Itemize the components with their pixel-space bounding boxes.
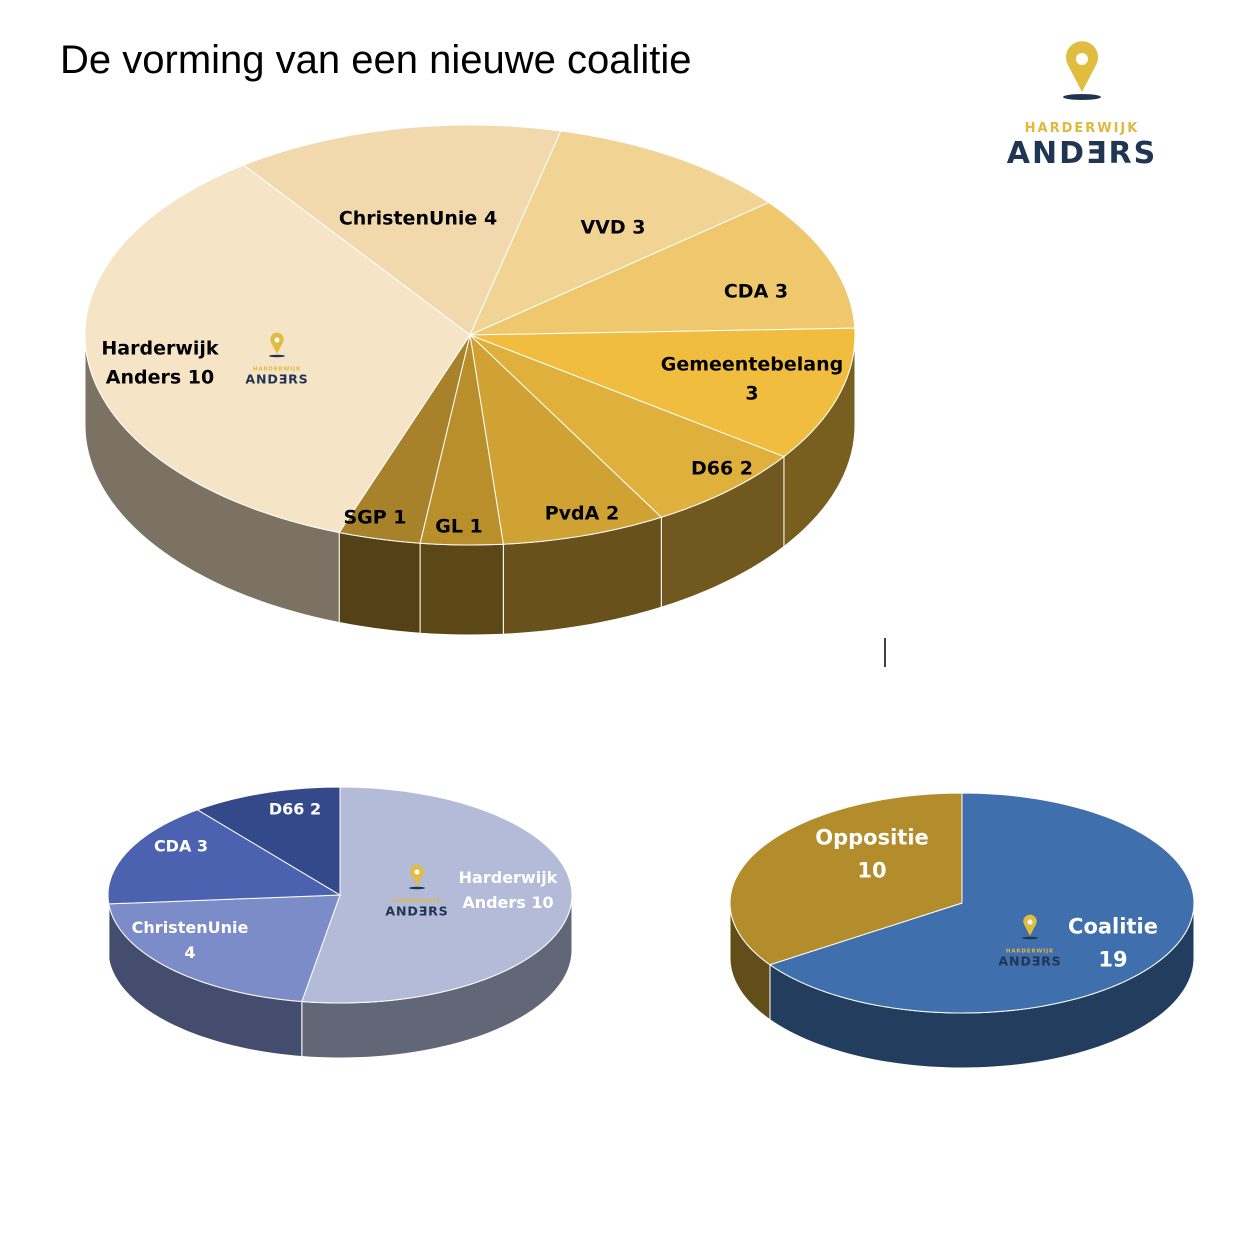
pie-slice	[768, 792, 1195, 1014]
slice-name: Harderwijk Anders	[101, 337, 219, 389]
slice-label: VVD 3	[553, 213, 673, 242]
slice-name: Gemeentebelang	[660, 353, 844, 376]
slice-label: ChristenUnie 4	[130, 916, 250, 966]
logo-bottom-text: ANDƎRS	[1007, 136, 1157, 171]
logo-base	[1063, 94, 1101, 100]
slice-name: CDA	[723, 280, 769, 303]
slice-label: CDA 3	[696, 277, 816, 306]
logo-pin	[410, 864, 424, 886]
logo-base	[269, 354, 285, 358]
slice-value: 4	[184, 943, 196, 962]
slice-value: 3	[774, 280, 789, 303]
logo-pin-hole	[274, 337, 280, 343]
pie-slice	[196, 786, 341, 896]
logo-top-text: HARDERWIJK	[253, 367, 301, 373]
slice-label: D66 2	[672, 454, 772, 483]
slice-name: Coalitie	[1068, 914, 1158, 939]
pie-slice	[469, 130, 770, 336]
pie-slice	[108, 894, 341, 1003]
slice-name: D66	[690, 457, 734, 480]
pie-slice	[419, 334, 504, 546]
pie-slice	[338, 334, 471, 544]
logo-top-text: HARDERWIJK	[393, 899, 441, 905]
pie-slice	[242, 124, 562, 336]
logo-base	[1022, 936, 1038, 940]
pie-slice	[301, 786, 573, 1004]
title: De vorming van een nieuwe coalitie	[60, 38, 692, 82]
slice-name: D66	[268, 799, 305, 819]
slice-value: 10	[857, 858, 887, 882]
slice-value: 3	[745, 383, 759, 405]
pie-slice	[469, 327, 856, 458]
logo-pin-hole	[1027, 919, 1033, 925]
slice-label: ChristenUnie 4	[318, 204, 518, 233]
slice-label: Oppositie 10	[812, 821, 932, 886]
slice-name: VVD	[580, 216, 626, 239]
slice-value: 1	[469, 515, 483, 538]
slice-label: D66 2	[255, 798, 335, 823]
slice-label: Coalitie 19	[1068, 910, 1158, 975]
logo-pin	[270, 332, 284, 354]
pie-side	[419, 542, 504, 636]
slice-name: Oppositie	[815, 825, 929, 850]
logo-pin	[1023, 914, 1037, 936]
slice-value: 2	[606, 502, 620, 525]
logo-bottom-text: ANDƎRS	[998, 954, 1061, 969]
slice-label: Gemeentebelang 3	[652, 351, 852, 410]
pie-slice	[729, 792, 963, 966]
logo-top-text: HARDERWIJK	[1025, 121, 1140, 136]
slice-value: 3	[196, 836, 209, 856]
slice-name: CDA	[153, 836, 192, 856]
slice-name: GL	[435, 515, 463, 538]
slice-label: CDA 3	[141, 835, 221, 860]
logo-pin-hole	[1076, 53, 1088, 65]
logo-bottom-text: ANDƎRS	[385, 904, 448, 919]
slice-label: Harderwijk Anders 10	[90, 335, 230, 394]
slice-value: 10	[531, 893, 554, 912]
slice-label: Harderwijk Anders 10	[448, 866, 568, 916]
slice-value: 2	[739, 457, 754, 480]
slice-name: ChristenUnie	[338, 207, 478, 230]
slice-value: 10	[187, 367, 215, 389]
logo-pin	[1066, 41, 1098, 92]
pie-slice	[469, 333, 663, 545]
slice-label: PvdA 2	[522, 499, 642, 528]
slice-value: 1	[393, 506, 407, 529]
pie-slice	[107, 809, 342, 905]
pie-slice	[469, 201, 856, 336]
logo-top-text: HARDERWIJK	[1006, 949, 1054, 955]
slice-name: SGP	[343, 506, 387, 529]
pie-side	[338, 531, 421, 634]
slice-value: 4	[483, 207, 498, 230]
slice-value: 19	[1098, 947, 1128, 971]
slice-value: 2	[309, 799, 322, 819]
logo-bottom-text: ANDƎRS	[245, 372, 308, 387]
slice-value: 3	[632, 216, 646, 239]
slice-label: SGP 1	[335, 503, 415, 532]
logo-pin-hole	[414, 869, 420, 875]
slice-name: PvdA	[544, 502, 600, 525]
logo-base	[409, 886, 425, 890]
slice-label: GL 1	[419, 512, 499, 541]
slice-name: ChristenUnie	[131, 918, 249, 938]
slice-name: Harderwijk Anders	[458, 868, 558, 912]
pie-slice	[469, 334, 785, 518]
